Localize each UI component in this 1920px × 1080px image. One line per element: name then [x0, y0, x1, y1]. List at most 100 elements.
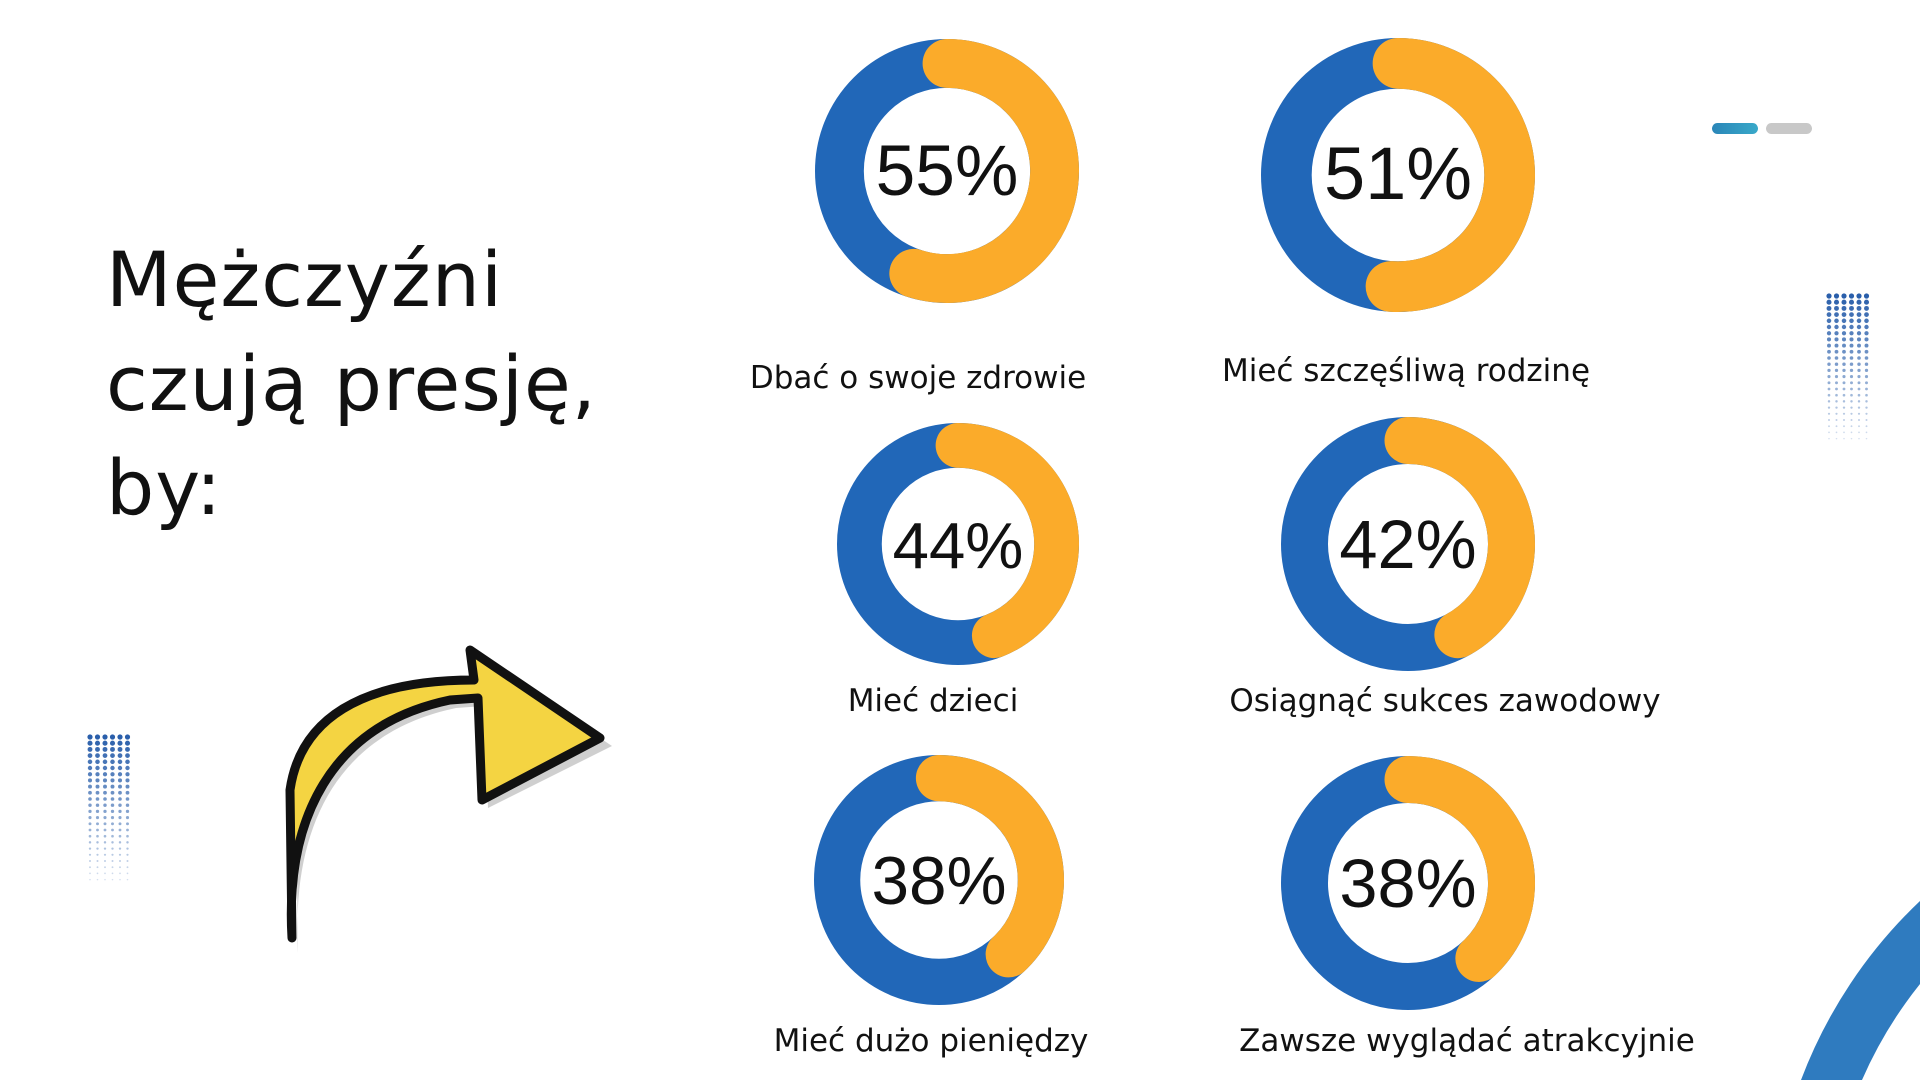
dot	[1834, 362, 1839, 366]
dot	[1841, 337, 1847, 342]
dot	[95, 753, 100, 758]
dot	[1849, 324, 1854, 330]
dot	[111, 847, 114, 850]
dot	[103, 847, 107, 850]
dot	[126, 853, 129, 856]
dot	[111, 853, 114, 856]
dot	[1842, 387, 1846, 391]
dot	[1843, 425, 1845, 428]
dot	[1856, 305, 1862, 311]
dot	[1841, 318, 1847, 324]
dot	[119, 878, 121, 881]
dot	[1849, 312, 1854, 317]
dot	[118, 828, 122, 832]
dot	[1826, 299, 1832, 305]
dot	[125, 790, 130, 795]
dot	[1841, 324, 1847, 330]
dot	[1828, 431, 1830, 434]
dot	[110, 778, 115, 783]
dot	[111, 866, 114, 869]
dot	[88, 816, 92, 820]
dot	[125, 816, 130, 820]
dot	[96, 878, 99, 881]
dot	[87, 746, 93, 752]
dot	[1858, 425, 1860, 428]
dot	[1864, 331, 1869, 336]
dot	[1841, 293, 1847, 299]
dot	[1856, 318, 1862, 324]
dot	[87, 734, 93, 740]
dot	[109, 740, 116, 746]
dot	[103, 790, 107, 795]
dot	[1848, 293, 1855, 299]
dot	[1849, 331, 1854, 336]
dot	[126, 822, 129, 826]
dot	[125, 803, 130, 807]
dot	[110, 809, 115, 814]
dot	[1827, 393, 1831, 397]
dot-grid-left	[87, 734, 131, 881]
dot	[102, 772, 108, 777]
dot	[1864, 362, 1869, 366]
dot	[125, 809, 130, 814]
dot	[96, 847, 99, 850]
dot	[1856, 331, 1862, 336]
donut-value-arc	[1384, 756, 1535, 982]
donut-chart: 42%	[1280, 416, 1535, 671]
dot	[102, 746, 108, 752]
dot	[1857, 368, 1861, 373]
dot	[103, 828, 107, 832]
dot	[1864, 343, 1869, 348]
donut-label: Mieć szczęśliwą rodzinę	[1221, 353, 1591, 389]
dot	[1842, 406, 1846, 409]
dot	[1850, 381, 1853, 385]
dot	[117, 740, 123, 746]
dot	[102, 765, 108, 771]
dot	[1857, 400, 1861, 403]
dot	[1848, 299, 1855, 305]
dot	[1835, 431, 1838, 434]
donut-value-label: 51%	[1324, 132, 1472, 215]
dot	[1865, 387, 1868, 391]
dot	[1849, 356, 1854, 360]
dot	[1864, 356, 1869, 360]
dot	[1841, 305, 1847, 311]
dot	[110, 746, 115, 752]
dot	[1857, 375, 1861, 379]
dot	[125, 765, 130, 771]
dot	[94, 734, 101, 740]
dot	[1856, 324, 1862, 330]
dot	[1841, 312, 1847, 317]
donut-chart: 51%	[1260, 38, 1535, 312]
dot	[1864, 312, 1869, 317]
dot	[1865, 431, 1868, 434]
dot	[1827, 387, 1831, 391]
dot	[89, 866, 91, 869]
dot	[1857, 356, 1861, 360]
dot	[87, 778, 93, 783]
dot	[89, 860, 91, 862]
dot	[111, 834, 114, 838]
dot	[1834, 324, 1839, 330]
dot	[1850, 437, 1853, 440]
dot	[1826, 305, 1832, 311]
dot	[1856, 293, 1862, 299]
dot	[1843, 431, 1845, 434]
dot	[117, 778, 123, 783]
dot	[1849, 337, 1854, 342]
dot	[96, 822, 99, 826]
dot	[1864, 337, 1869, 342]
donut-label: Osiągnąć sukces zawodowy	[1229, 683, 1661, 719]
dot	[110, 803, 115, 807]
dot	[1827, 400, 1831, 403]
donut-value-arc	[1365, 38, 1535, 312]
dot	[1827, 368, 1831, 373]
dot	[1843, 437, 1845, 440]
dot	[89, 872, 91, 875]
dot	[1850, 393, 1853, 397]
dot	[1857, 362, 1861, 366]
dot	[1842, 393, 1846, 397]
title-line: Mężczyźni	[106, 235, 504, 324]
dot	[1835, 437, 1838, 440]
dot-grid-right	[1826, 293, 1870, 440]
